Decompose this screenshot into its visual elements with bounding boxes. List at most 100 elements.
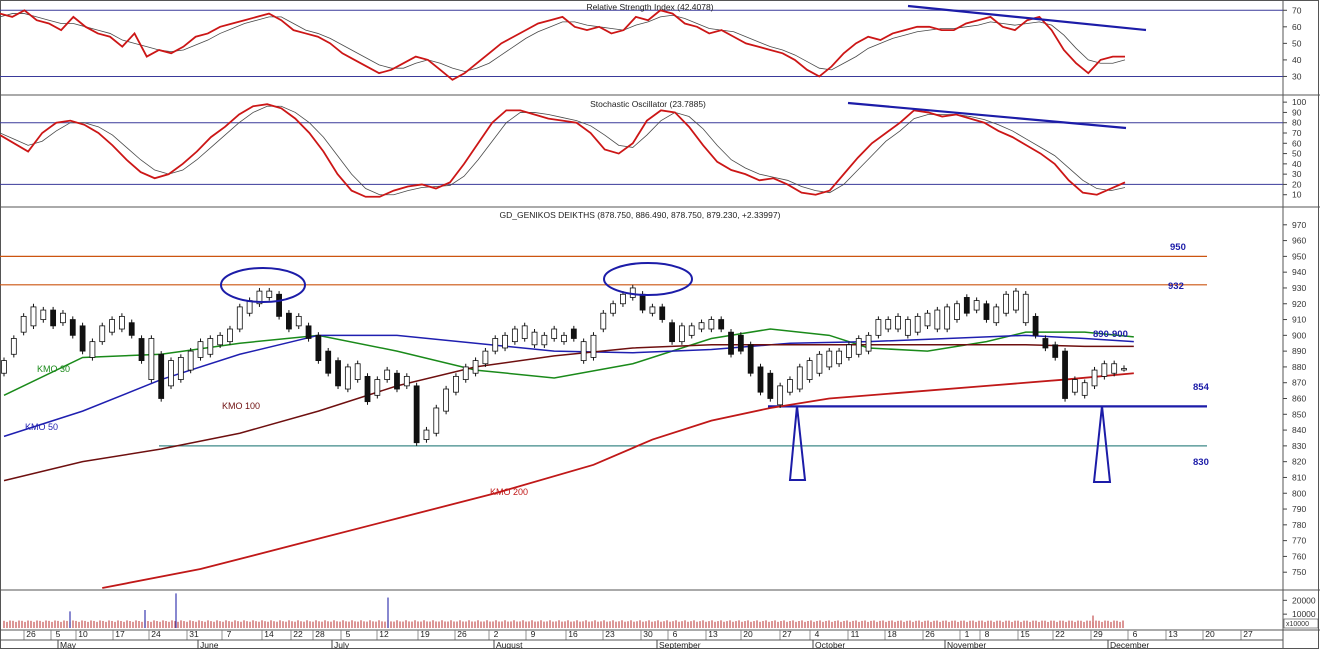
- label-932: 932: [1168, 281, 1184, 292]
- candle: [796, 366, 803, 390]
- candle: [118, 315, 125, 330]
- month-label: December: [1110, 640, 1149, 649]
- y-tick-label: 70: [1292, 5, 1302, 15]
- candle: [158, 353, 165, 399]
- y-tick-label: 750: [1292, 567, 1306, 577]
- candle: [492, 338, 499, 352]
- y-tick-label: 30: [1292, 169, 1302, 179]
- price-title: GD_GENIKOS DEIKTHS (878.750, 886.490, 87…: [500, 210, 781, 220]
- y-tick-label: 930: [1292, 283, 1306, 293]
- y-tick-label: 940: [1292, 267, 1306, 277]
- rsi-line: [0, 9, 1125, 81]
- x-tick-label: 6: [673, 629, 678, 639]
- candle: [531, 331, 538, 346]
- y-tick-label: 890: [1292, 346, 1306, 356]
- candle: [708, 319, 715, 330]
- candle: [453, 375, 459, 393]
- y-tick-label: 760: [1292, 551, 1306, 561]
- x-tick-label: 13: [1168, 629, 1178, 639]
- candle: [826, 350, 833, 368]
- candle: [1022, 293, 1029, 324]
- y-tick-label: 800: [1292, 488, 1306, 498]
- candle: [384, 369, 391, 380]
- x-tick-label: 8: [985, 629, 990, 639]
- candle: [914, 315, 921, 333]
- y-tick-label: 900: [1292, 330, 1306, 340]
- candle: [983, 303, 990, 320]
- candle: [462, 366, 469, 380]
- y-tick-label: 910: [1292, 315, 1306, 325]
- candle: [236, 306, 243, 330]
- x-tick-label: 20: [743, 629, 753, 639]
- y-tick-label: 100: [1292, 97, 1306, 107]
- y-tick-label: 80: [1292, 118, 1302, 128]
- candle: [177, 357, 184, 380]
- y-tick-label: 10: [1292, 190, 1302, 200]
- candle: [836, 350, 842, 365]
- x-tick-label: 5: [346, 629, 351, 639]
- x-tick-label: 30: [643, 629, 653, 639]
- candle: [934, 309, 941, 330]
- y-tick-label: 970: [1292, 220, 1306, 230]
- y-tick-label: 90: [1292, 107, 1302, 117]
- y-tick-label: 870: [1292, 378, 1306, 388]
- candle: [354, 363, 361, 380]
- label-950: 950: [1170, 242, 1186, 253]
- rsi-signal-line: [0, 13, 1126, 72]
- month-label: July: [334, 640, 350, 649]
- candle: [50, 309, 57, 327]
- candle: [973, 300, 980, 311]
- ma-label-kmo-100: KMO 100: [222, 401, 260, 411]
- candle: [737, 334, 744, 352]
- candle: [207, 338, 214, 355]
- candle: [1121, 368, 1127, 371]
- top-highlight-ellipse: [220, 267, 306, 303]
- candle: [276, 293, 282, 317]
- candle: [364, 375, 371, 403]
- candle: [1101, 363, 1108, 377]
- x-tick-label: 28: [315, 629, 325, 639]
- candle: [698, 322, 705, 330]
- y-tick-label: 40: [1292, 55, 1302, 65]
- candle: [40, 309, 47, 320]
- candle: [128, 322, 135, 336]
- stoch-trendline: [847, 101, 1127, 130]
- candle: [1042, 338, 1049, 349]
- candle: [688, 325, 695, 336]
- x-tick-label: 7: [227, 629, 232, 639]
- candle: [767, 372, 774, 399]
- candle: [875, 319, 882, 336]
- y-tick-label: 830: [1292, 441, 1306, 451]
- candle: [993, 306, 1000, 324]
- y-tick-label: 20000: [1292, 595, 1316, 605]
- candle: [423, 429, 430, 440]
- candle: [266, 290, 273, 298]
- candle: [816, 353, 823, 374]
- candle: [403, 375, 410, 387]
- stoch-title: Stochastic Oscillator (23.7885): [590, 99, 706, 109]
- candle: [197, 341, 204, 358]
- candle: [69, 319, 76, 336]
- candle: [502, 334, 508, 349]
- y-tick-label: 950: [1292, 251, 1306, 261]
- x-tick-label: 18: [887, 629, 897, 639]
- y-tick-label: 10000: [1292, 609, 1316, 619]
- candle: [639, 293, 646, 311]
- candle: [777, 385, 784, 406]
- candle: [1091, 369, 1098, 387]
- candle: [541, 334, 548, 346]
- x-tick-label: 22: [1055, 629, 1065, 639]
- candle: [855, 338, 862, 355]
- month-label: November: [947, 640, 986, 649]
- candle: [511, 328, 518, 343]
- candle: [865, 334, 872, 352]
- x-tick-label: 15: [1020, 629, 1030, 639]
- y-tick-label: 960: [1292, 236, 1306, 246]
- candle: [227, 328, 233, 343]
- candle: [806, 360, 813, 380]
- y-tick-label: 60: [1292, 22, 1302, 32]
- candle: [20, 315, 27, 333]
- y-tick-label: 770: [1292, 536, 1306, 546]
- x-tick-label: 4: [815, 629, 820, 639]
- candle: [138, 338, 145, 362]
